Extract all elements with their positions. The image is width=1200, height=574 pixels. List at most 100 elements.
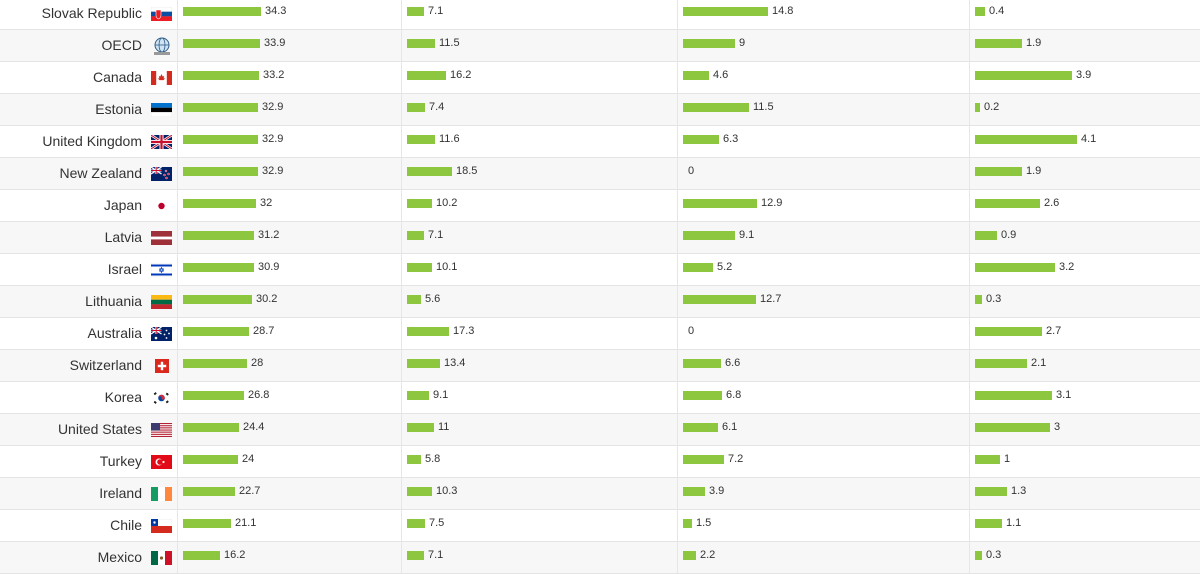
value-label: 11.6 [439, 133, 460, 145]
column-divider [677, 382, 678, 413]
table-row: OECD 33.9 11.5 9 1.9 [0, 30, 1200, 62]
value-label: 32.9 [262, 101, 284, 113]
value-label: 6.6 [725, 357, 741, 369]
oecd-flag-icon [151, 37, 172, 55]
bar-chile-col4 [975, 519, 1002, 528]
column-divider [677, 286, 678, 317]
column-divider [401, 542, 402, 573]
table-row: Japan 32 10.2 12.9 2.6 [0, 190, 1200, 222]
column-divider [401, 446, 402, 477]
bar-israel-col4 [975, 263, 1055, 272]
value-label: 9.1 [739, 229, 755, 241]
bar-lithuania-col4 [975, 295, 982, 304]
column-divider [969, 30, 970, 61]
bar-united-states-col2 [407, 423, 434, 432]
value-label: 9.1 [433, 389, 449, 401]
value-label: 7.1 [428, 549, 444, 561]
bar-oecd-col4 [975, 39, 1022, 48]
value-label: 3.1 [1056, 389, 1072, 401]
value-label: 33.2 [263, 69, 285, 81]
country-label: Korea [104, 389, 142, 405]
value-label: 12.9 [761, 197, 783, 209]
value-label: 17.3 [453, 325, 475, 337]
table-row: Latvia 31.2 7.1 9.1 0.9 [0, 222, 1200, 254]
switzerland-flag-icon [151, 358, 172, 373]
value-label: 1.5 [696, 517, 712, 529]
bar-estonia-col1 [183, 103, 258, 112]
column-divider [401, 126, 402, 157]
table-row: Ireland 22.7 10.3 3.9 1.3 [0, 478, 1200, 510]
table-row: Canada 33.2 16.2 4.6 3.9 [0, 62, 1200, 94]
country-label: Australia [87, 325, 142, 341]
value-label: 14.8 [772, 5, 794, 17]
bar-united-states-col3 [683, 423, 718, 432]
bar-latvia-col4 [975, 231, 997, 240]
usa-flag-icon [151, 422, 172, 437]
column-divider [677, 318, 678, 349]
column-divider [677, 0, 678, 29]
value-label: 1.3 [1011, 485, 1027, 497]
bar-turkey-col4 [975, 455, 1000, 464]
value-label: 10.1 [436, 261, 458, 273]
bar-new-zealand-col4 [975, 167, 1022, 176]
value-label: 21.1 [235, 517, 257, 529]
column-divider [969, 254, 970, 285]
bar-mexico-col3 [683, 551, 696, 560]
value-label: 28 [251, 357, 264, 369]
bar-japan-col3 [683, 199, 757, 208]
country-label: Lithuania [85, 293, 142, 309]
value-label: 1.9 [1026, 165, 1042, 177]
bar-korea-col2 [407, 391, 429, 400]
value-label: 7.1 [428, 5, 444, 17]
column-divider [969, 0, 970, 29]
bar-slovak-republic-col3 [683, 7, 768, 16]
country-label: Slovak Republic [41, 5, 142, 21]
country-label: United States [57, 421, 142, 437]
column-divider [177, 478, 178, 509]
table-row: Mexico 16.2 7.1 2.2 0.3 [0, 542, 1200, 574]
column-divider [677, 126, 678, 157]
bar-korea-col1 [183, 391, 244, 400]
value-label: 4.6 [713, 69, 729, 81]
bar-united-kingdom-col1 [183, 135, 258, 144]
bar-slovak-republic-col4 [975, 7, 985, 16]
table-row: Australia 28.7 17.3 0 2.7 [0, 318, 1200, 350]
slovakia-flag-icon [151, 6, 172, 21]
value-label: 5.8 [425, 453, 441, 465]
bar-israel-col3 [683, 263, 713, 272]
column-divider [677, 542, 678, 573]
bar-slovak-republic-col1 [183, 7, 261, 16]
bar-switzerland-col3 [683, 359, 721, 368]
bar-switzerland-col4 [975, 359, 1027, 368]
value-label: 1.1 [1006, 517, 1022, 529]
column-divider [401, 478, 402, 509]
value-label: 28.7 [253, 325, 275, 337]
bar-mexico-col2 [407, 551, 424, 560]
bar-australia-col4 [975, 327, 1042, 336]
column-divider [401, 350, 402, 381]
bar-chile-col2 [407, 519, 425, 528]
bar-canada-col2 [407, 71, 446, 80]
value-label: 0 [688, 325, 695, 337]
chile-flag-icon [151, 518, 172, 533]
value-label: 3.2 [1059, 261, 1075, 273]
column-divider [969, 350, 970, 381]
value-label: 2.7 [1046, 325, 1062, 337]
value-label: 6.1 [722, 421, 738, 433]
bar-canada-col4 [975, 71, 1072, 80]
value-label: 34.3 [265, 5, 287, 17]
country-label: United Kingdom [42, 133, 142, 149]
bar-new-zealand-col2 [407, 167, 452, 176]
ireland-flag-icon [151, 486, 172, 501]
column-divider [677, 30, 678, 61]
column-divider [969, 542, 970, 573]
country-label: Switzerland [69, 357, 142, 373]
value-label: 0.2 [984, 101, 1000, 113]
value-label: 7.2 [728, 453, 744, 465]
bar-chile-col1 [183, 519, 231, 528]
value-label: 1 [1004, 453, 1011, 465]
column-divider [677, 190, 678, 221]
table-row: Turkey 24 5.8 7.2 1 [0, 446, 1200, 478]
column-divider [401, 158, 402, 189]
bar-new-zealand-col1 [183, 167, 258, 176]
